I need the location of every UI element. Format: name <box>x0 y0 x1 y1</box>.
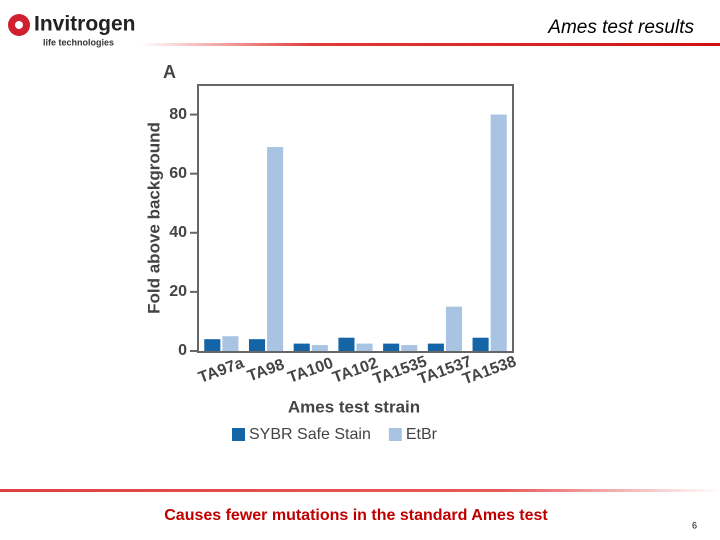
x-axis-title: Ames test strain <box>288 397 420 416</box>
y-tick-label: 0 <box>178 342 187 359</box>
logo-text: Invitrogen <box>34 13 136 36</box>
logo-subtitle: life technologies <box>43 37 114 47</box>
x-tick-label: TA98 <box>245 356 287 385</box>
x-tick-label: TA97a <box>196 355 246 387</box>
bar <box>472 337 489 351</box>
y-tick-label: 40 <box>169 224 187 241</box>
bar <box>427 343 444 351</box>
y-tick-label: 60 <box>169 165 187 182</box>
logo-icon-center <box>15 21 23 29</box>
bar <box>401 345 418 351</box>
bar <box>338 337 355 351</box>
legend-swatch <box>388 428 402 441</box>
y-axis-title: Fold above background <box>144 122 163 314</box>
bar <box>383 343 400 351</box>
x-tick-label: TA100 <box>286 355 336 387</box>
bar <box>293 343 310 351</box>
bar <box>490 114 507 351</box>
bar <box>204 339 221 351</box>
bar <box>222 336 239 351</box>
legend-label: SYBR Safe Stain <box>249 426 371 443</box>
caption: Causes fewer mutations in the standard A… <box>164 507 548 524</box>
page-number: 6 <box>692 520 697 530</box>
bar <box>248 339 266 351</box>
legend-label: EtBr <box>406 426 438 443</box>
y-tick-label: 20 <box>169 283 187 300</box>
footer-rule <box>0 489 720 492</box>
y-tick-label: 80 <box>169 106 187 123</box>
bar <box>267 147 284 351</box>
slide-title: Ames test results <box>547 17 694 38</box>
bar <box>356 343 373 351</box>
legend-swatch <box>232 428 245 441</box>
header-rule <box>140 43 720 46</box>
bar <box>311 345 328 351</box>
bar <box>445 306 463 351</box>
plot-frame <box>197 84 514 353</box>
panel-label: A <box>163 62 176 82</box>
